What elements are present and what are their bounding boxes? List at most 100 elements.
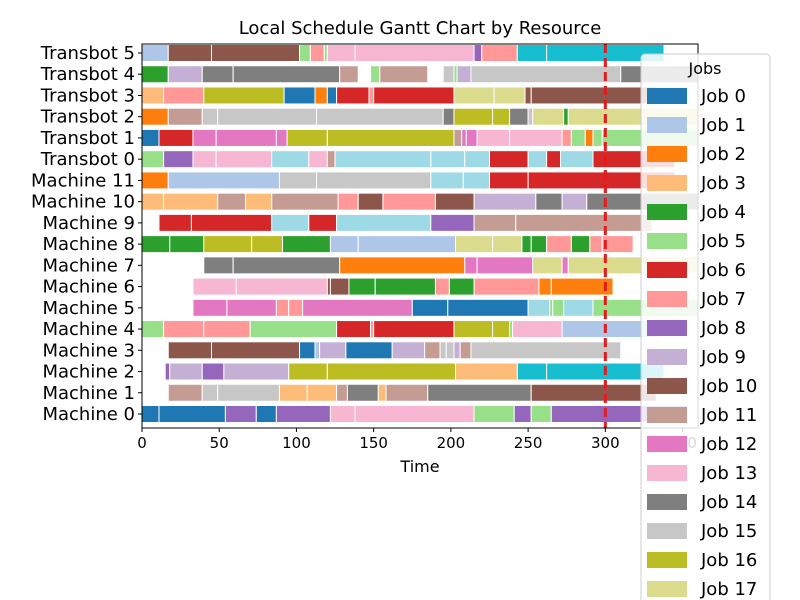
task-bar-machine-4-7 — [453, 320, 494, 339]
task-bar-machine-11-6 — [489, 171, 529, 190]
task-bar-machine-8-9 — [521, 235, 532, 254]
task-bar-machine-11-3 — [316, 171, 432, 190]
task-bar-machine-10-11 — [561, 192, 588, 211]
task-bar-transbot-5-4 — [309, 44, 325, 62]
x-tick-label-250: 250 — [514, 434, 543, 452]
task-bar-transbot-4-2 — [201, 65, 234, 84]
task-bar-transbot-0-3 — [215, 150, 273, 169]
task-bar-machine-1-5 — [336, 383, 348, 402]
task-bar-machine-2-6 — [455, 362, 518, 381]
task-bar-machine-8-11 — [546, 235, 572, 254]
task-bar-transbot-1-3 — [215, 128, 277, 147]
task-bar-transbot-0-13 — [560, 150, 594, 169]
task-bar-machine-0-7 — [473, 405, 515, 423]
task-bar-machine-1-6 — [346, 383, 379, 402]
legend-swatch-job-10 — [647, 378, 687, 394]
legend-swatch-job-12 — [647, 436, 687, 452]
x-tick-label-300: 300 — [591, 434, 620, 452]
task-bar-machine-9-7 — [515, 213, 653, 232]
task-bar-machine-4-2 — [203, 320, 251, 339]
y-tick-label-machine-1: Machine 1 — [42, 383, 135, 404]
legend-label-job-1: Job 1 — [700, 115, 746, 136]
legend-label-job-12: Job 12 — [700, 434, 757, 455]
task-bar-machine-6-8 — [473, 277, 540, 296]
task-bar-machine-9-0 — [158, 213, 192, 232]
task-bar-transbot-4-1 — [167, 65, 203, 84]
legend-label-job-4: Job 4 — [700, 202, 746, 223]
task-bar-machine-3-6 — [391, 341, 426, 360]
task-bar-machine-1-7 — [377, 383, 387, 402]
task-bar-machine-3-11 — [459, 341, 472, 360]
legend-swatch-job-3 — [647, 175, 687, 191]
task-bar-transbot-3-4 — [314, 86, 328, 105]
task-bar-transbot-2-8 — [509, 107, 529, 126]
task-bar-machine-5-9 — [552, 298, 565, 317]
legend-label-job-15: Job 15 — [700, 521, 757, 542]
x-axis-label: Time — [399, 457, 439, 476]
legend-label-job-16: Job 16 — [700, 550, 757, 571]
legend-swatch-job-8 — [647, 320, 687, 336]
task-bar-transbot-3-3 — [283, 86, 316, 105]
task-bar-transbot-0-12 — [546, 150, 562, 169]
task-bar-machine-9-2 — [271, 213, 310, 232]
task-bar-transbot-2-11 — [563, 107, 569, 126]
task-bar-machine-5-2 — [275, 298, 290, 317]
task-bar-machine-4-3 — [249, 320, 338, 339]
task-bar-machine-11-1 — [167, 171, 280, 190]
task-bar-machine-4-4 — [336, 320, 372, 339]
task-bar-transbot-5-0 — [141, 44, 169, 62]
task-bar-transbot-1-5 — [286, 128, 328, 147]
legend-label-job-6: Job 6 — [700, 260, 746, 281]
legend-label-job-17: Job 17 — [700, 579, 757, 600]
legend-title: Jobs — [688, 59, 722, 78]
legend-swatch-job-7 — [647, 291, 687, 307]
x-axis-ticks: 050100150200250300350 — [137, 428, 697, 452]
task-bar-machine-7-3 — [464, 256, 478, 275]
legend-swatch-job-6 — [647, 262, 687, 278]
task-bar-machine-3-2 — [299, 341, 316, 360]
task-bar-machine-2-7 — [516, 362, 548, 381]
task-bar-transbot-1-8 — [461, 128, 467, 147]
task-bar-machine-0-5 — [329, 405, 356, 423]
legend-swatch-job-5 — [647, 233, 687, 249]
y-tick-label-machine-3: Machine 3 — [42, 340, 135, 361]
task-bar-machine-7-0 — [203, 256, 234, 275]
task-bar-machine-5-7 — [527, 298, 551, 317]
task-bar-machine-3-9 — [445, 341, 455, 360]
task-bar-machine-6-5 — [374, 277, 436, 296]
task-bar-machine-4-0 — [141, 320, 165, 339]
legend-label-job-0: Job 0 — [700, 86, 746, 107]
task-bar-machine-6-6 — [434, 277, 450, 296]
task-bar-machine-0-6 — [354, 405, 475, 423]
task-bar-machine-2-0 — [164, 362, 171, 381]
task-bar-transbot-1-9 — [465, 128, 478, 147]
task-bar-transbot-0-9 — [464, 150, 490, 169]
task-bar-machine-7-5 — [532, 256, 563, 275]
task-bar-machine-0-8 — [513, 405, 532, 423]
task-bar-transbot-3-12 — [530, 86, 657, 105]
legend-swatch-job-11 — [647, 407, 687, 423]
task-bar-transbot-2-5 — [442, 107, 455, 126]
task-bar-transbot-2-3 — [217, 107, 318, 126]
task-bar-transbot-1-15 — [592, 128, 603, 147]
task-bar-machine-6-7 — [448, 277, 475, 296]
task-bar-machine-9-4 — [336, 213, 432, 232]
task-bar-transbot-0-11 — [527, 150, 548, 169]
legend-swatch-job-13 — [647, 465, 687, 481]
task-bar-machine-2-5 — [326, 362, 457, 381]
y-tick-label-machine-4: Machine 4 — [42, 319, 135, 340]
task-bar-machine-5-6 — [447, 298, 529, 317]
legend-label-job-11: Job 11 — [700, 405, 757, 426]
legend-swatch-job-15 — [647, 523, 687, 539]
task-bar-machine-8-10 — [530, 235, 548, 254]
task-bar-transbot-3-1 — [163, 86, 205, 105]
task-bar-machine-11-2 — [278, 171, 318, 190]
task-bar-machine-1-3 — [278, 383, 308, 402]
y-tick-label-machine-5: Machine 5 — [42, 298, 135, 319]
task-bar-transbot-1-4 — [275, 128, 288, 147]
task-bar-transbot-0-7 — [334, 150, 432, 169]
task-bar-machine-5-3 — [288, 298, 304, 317]
task-bar-machine-2-3 — [223, 362, 290, 381]
